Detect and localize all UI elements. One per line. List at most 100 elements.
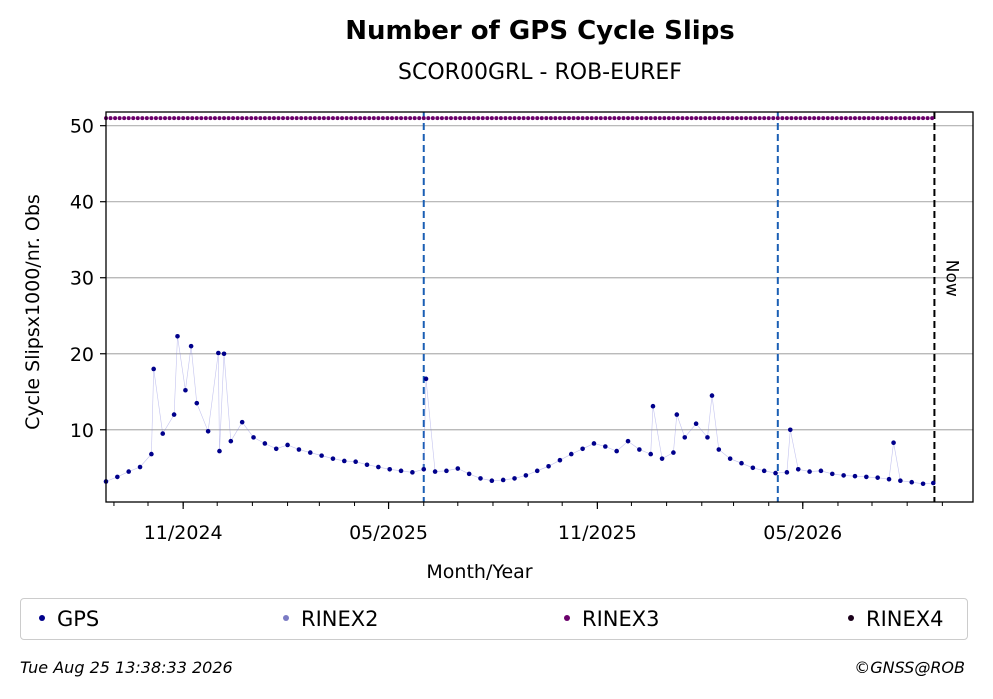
- gps-point: [674, 412, 680, 417]
- rinex3-point: [653, 116, 658, 121]
- rinex3-point: [803, 116, 808, 121]
- rinex3-point: [685, 116, 690, 121]
- rinex3-point: [231, 116, 236, 121]
- rinex3-point: [739, 116, 744, 121]
- rinex3-point: [880, 116, 885, 121]
- rinex3-point: [680, 116, 685, 121]
- x-axis-label: Month/Year: [426, 561, 532, 583]
- rinex3-point: [567, 116, 572, 121]
- gps-point: [523, 473, 529, 478]
- gps-point: [228, 438, 234, 444]
- rinex3-point: [616, 116, 621, 121]
- rinex3-point: [812, 116, 817, 121]
- gps-point: [716, 447, 722, 452]
- rinex3-point: [594, 116, 599, 121]
- rinex3-point: [889, 116, 894, 121]
- rinex3-point: [648, 116, 653, 121]
- rinex3-point: [467, 116, 472, 121]
- rinex3-point: [340, 116, 345, 121]
- rinex3-point: [489, 116, 494, 121]
- gps-point: [205, 428, 211, 434]
- rinex3-point: [721, 116, 726, 121]
- y-tick-label: 40: [70, 192, 94, 214]
- rinex3-point: [108, 116, 113, 121]
- rinex3-point: [258, 116, 263, 121]
- footer-timestamp: Tue Aug 25 13:38:33 2026: [20, 658, 233, 677]
- gps-point: [160, 431, 166, 436]
- rinex3-point: [330, 116, 335, 121]
- legend-item-rinex3: RINEX3: [564, 607, 660, 631]
- legend: GPS RINEX2 RINEX3 RINEX4: [20, 598, 968, 640]
- gps-point: [637, 447, 642, 452]
- gps-point: [784, 470, 790, 475]
- footer-copyright: ©GNSS@ROB: [854, 658, 965, 677]
- gps-point: [920, 481, 926, 487]
- rinex3-point: [172, 116, 177, 121]
- rinex3-point: [580, 116, 585, 121]
- rinex3-point: [512, 116, 517, 121]
- legend-item-rinex2: RINEX2: [283, 607, 379, 631]
- rinex3-point: [399, 116, 404, 121]
- rinex3-point: [884, 116, 889, 121]
- gps-point: [364, 462, 370, 468]
- rinex3-point: [757, 116, 762, 121]
- rinex3-point: [299, 116, 304, 121]
- rinex3-point: [834, 116, 839, 121]
- rinex3-point: [394, 116, 399, 121]
- rinex3-point: [526, 116, 531, 121]
- gps-point: [285, 442, 290, 448]
- gps-point: [500, 477, 506, 483]
- rinex3-point: [453, 116, 458, 121]
- gps-point: [614, 448, 619, 454]
- gps-point: [625, 438, 631, 444]
- rinex3-point: [698, 116, 703, 121]
- gps-point: [432, 469, 438, 474]
- gps-point: [807, 469, 812, 474]
- y-tick-label: 30: [70, 268, 94, 290]
- rinex3-point: [226, 116, 231, 121]
- rinex3-point: [921, 116, 926, 121]
- rinex3-point: [798, 116, 803, 121]
- rinex3-point: [766, 116, 771, 121]
- rinex3-point: [839, 116, 844, 121]
- rinex3-point: [707, 116, 712, 121]
- rinex3-point: [626, 116, 631, 121]
- gps-point: [151, 366, 156, 372]
- rinex3-point: [898, 116, 903, 121]
- rinex3-point: [825, 116, 830, 121]
- rinex3-point: [458, 116, 463, 121]
- rinex3-point: [548, 116, 553, 121]
- gps-point: [659, 456, 665, 461]
- gps-point: [650, 403, 656, 409]
- gps-point: [886, 476, 892, 482]
- x-tick-label: 11/2024: [144, 522, 223, 544]
- rinex3-point: [762, 116, 767, 121]
- rinex3-point: [535, 116, 540, 121]
- rinex3-point: [712, 116, 717, 121]
- chart-svg: 10 20 30 40 50 11/2024 05/2025 11/2025 05/2026 No…: [22, 111, 974, 583]
- gps-point: [739, 460, 744, 466]
- rinex3-point: [358, 116, 363, 121]
- rinex3-point: [830, 116, 835, 121]
- rinex3-point: [249, 116, 254, 121]
- legend-label-gps: GPS: [57, 607, 100, 631]
- rinex3-point: [862, 116, 867, 121]
- gps-point: [455, 466, 461, 471]
- legend-marker-gps: [39, 615, 45, 621]
- rinex3-point: [117, 116, 122, 121]
- rinex3-point: [662, 116, 667, 121]
- rinex3-point: [444, 116, 449, 121]
- chart-title: Number of GPS Cycle Slips: [345, 16, 735, 46]
- rinex3-point: [471, 116, 476, 121]
- gps-point: [693, 421, 699, 426]
- gps-point: [126, 469, 131, 474]
- rinex3-point: [734, 116, 739, 121]
- rinex3-point: [122, 116, 127, 121]
- rinex3-point: [190, 116, 195, 121]
- rinex3-point: [789, 116, 794, 121]
- rinex3-point: [167, 116, 172, 121]
- rinex3-point: [694, 116, 699, 121]
- rinex3-point: [303, 116, 308, 121]
- rinex3-point: [816, 116, 821, 121]
- gps-point: [761, 468, 767, 474]
